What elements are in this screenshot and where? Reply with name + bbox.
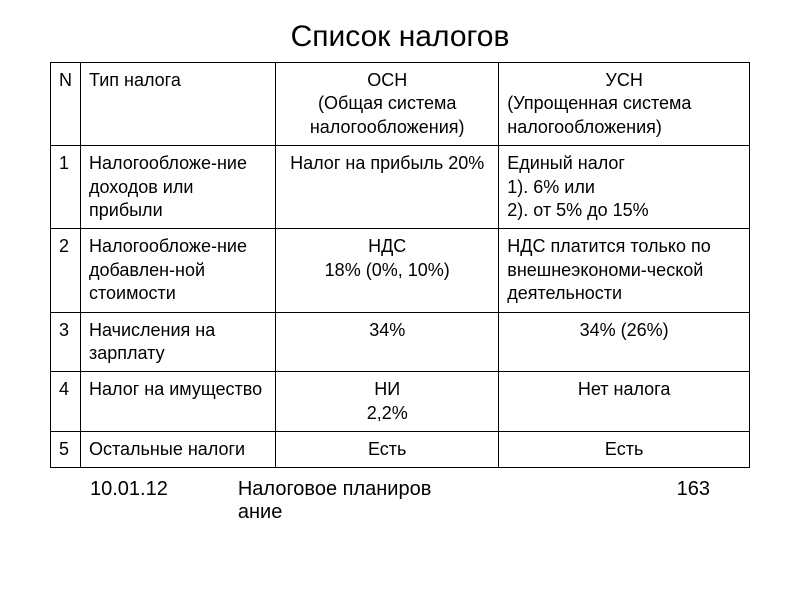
header-osn: ОСН (Общая система налогообложения) (276, 63, 499, 146)
cell-usn: Единый налог 1). 6% или 2). от 5% до 15% (499, 146, 750, 229)
cell-osn-line2: 18% (0%, 10%) (284, 259, 490, 282)
cell-osn: НДС 18% (0%, 10%) (276, 229, 499, 312)
cell-usn-line2: 1). 6% или (507, 176, 741, 199)
table-row: 1 Налогообложе-ние доходов или прибыли Н… (51, 146, 750, 229)
header-usn-line2: (Упрощенная система налогообложения) (507, 92, 741, 139)
header-usn: УСН (Упрощенная система налогообложения) (499, 63, 750, 146)
cell-n: 1 (51, 146, 81, 229)
cell-usn: 34% (26%) (499, 312, 750, 372)
cell-type: Налог на имущество (81, 372, 276, 432)
table-row: 2 Налогообложе-ние добавлен-ной стоимост… (51, 229, 750, 312)
footer-date: 10.01.12 (90, 478, 168, 524)
cell-n: 5 (51, 432, 81, 468)
tax-table: N Тип налога ОСН (Общая система налогооб… (50, 62, 750, 468)
header-osn-line2: (Общая система налогообложения) (284, 92, 490, 139)
cell-usn: НДС платится только по внешнеэкономи-чес… (499, 229, 750, 312)
table-row: 5 Остальные налоги Есть Есть (51, 432, 750, 468)
cell-type: Налогообложе-ние добавлен-ной стоимости (81, 229, 276, 312)
cell-usn-line1: Единый налог (507, 152, 741, 175)
footer-center-line1: Налоговое планиров (238, 478, 677, 501)
page-title: Список налогов (50, 20, 750, 54)
footer-center-line2: ание (238, 501, 677, 524)
cell-type: Налогообложе-ние доходов или прибыли (81, 146, 276, 229)
table-header-row: N Тип налога ОСН (Общая система налогооб… (51, 63, 750, 146)
header-type: Тип налога (81, 63, 276, 146)
cell-type: Начисления на зарплату (81, 312, 276, 372)
cell-osn-line1: НИ (284, 378, 490, 401)
header-usn-line1: УСН (507, 69, 741, 92)
footer-center: Налоговое планиров ание (168, 478, 677, 524)
cell-osn: НИ 2,2% (276, 372, 499, 432)
cell-n: 3 (51, 312, 81, 372)
cell-usn: Есть (499, 432, 750, 468)
cell-usn: Нет налога (499, 372, 750, 432)
cell-usn-line3: 2). от 5% до 15% (507, 199, 741, 222)
footer-page: 163 (677, 478, 710, 524)
cell-n: 2 (51, 229, 81, 312)
cell-osn-line2: 2,2% (284, 402, 490, 425)
cell-osn: Есть (276, 432, 499, 468)
table-row: 4 Налог на имущество НИ 2,2% Нет налога (51, 372, 750, 432)
cell-osn-line1: НДС (284, 235, 490, 258)
cell-n: 4 (51, 372, 81, 432)
cell-type: Остальные налоги (81, 432, 276, 468)
header-osn-line1: ОСН (284, 69, 490, 92)
table-row: 3 Начисления на зарплату 34% 34% (26%) (51, 312, 750, 372)
cell-osn: 34% (276, 312, 499, 372)
header-n: N (51, 63, 81, 146)
footer: 10.01.12 Налоговое планиров ание 163 (50, 478, 750, 524)
cell-osn: Налог на прибыль 20% (276, 146, 499, 229)
